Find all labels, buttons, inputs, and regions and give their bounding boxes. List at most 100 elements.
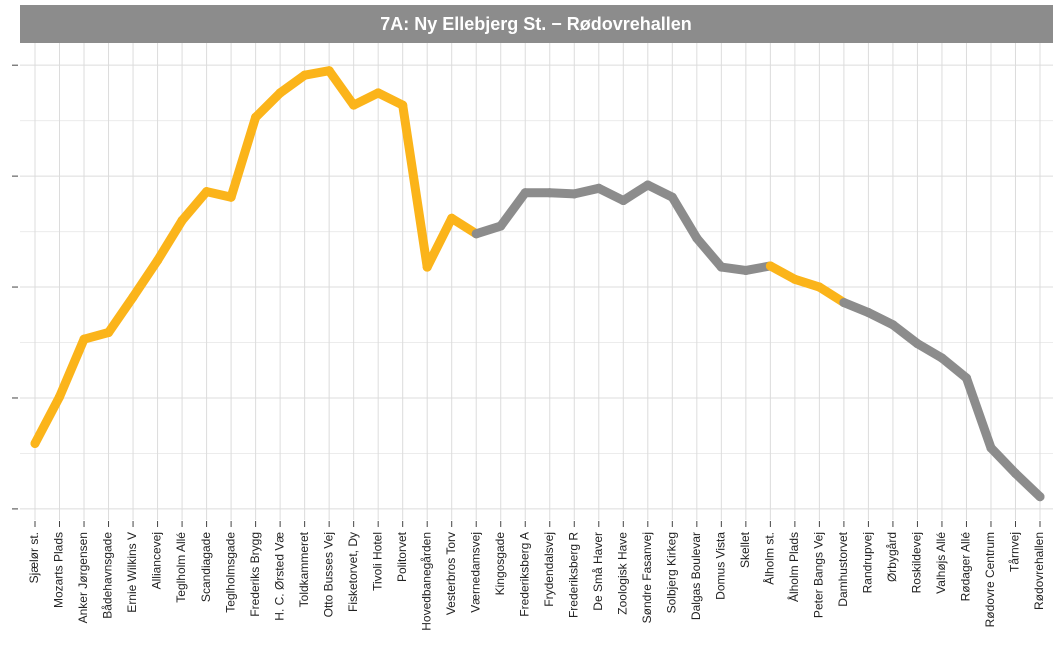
line-segment bbox=[496, 188, 530, 231]
x-tick-label: Roskildevej bbox=[910, 532, 924, 593]
point bbox=[912, 339, 922, 349]
point bbox=[324, 66, 334, 76]
x-tick-label: Mozarts Plads bbox=[52, 532, 66, 608]
point bbox=[128, 292, 138, 302]
x-tick-label: Domus Vista bbox=[714, 532, 728, 600]
point bbox=[1035, 492, 1045, 502]
x-tick-label: Peter Bangs Vej bbox=[812, 532, 826, 618]
x-tick-label: Scandiagade bbox=[199, 532, 213, 602]
point bbox=[569, 189, 579, 199]
x-tick-label: Anker Jørgensen bbox=[76, 532, 90, 623]
point bbox=[814, 282, 824, 292]
point bbox=[202, 187, 212, 197]
title-bar bbox=[20, 5, 1053, 43]
point bbox=[937, 353, 947, 363]
point bbox=[471, 229, 481, 239]
x-tick-label: Fisketorvet, Dy bbox=[346, 532, 360, 612]
x-tick-label: Solbjerg Kirkeg bbox=[664, 532, 678, 613]
x-tick-label: Dalgas Boulevar bbox=[689, 532, 703, 620]
point bbox=[153, 255, 163, 265]
line-segment bbox=[888, 320, 922, 349]
point bbox=[618, 196, 628, 206]
line-segment bbox=[398, 100, 432, 272]
line-segment bbox=[814, 282, 849, 308]
x-tick-label: De Små Haver bbox=[591, 532, 605, 611]
x-tick-label: Søndre Fasanvej bbox=[640, 532, 654, 623]
x-tick-label: Hovedbanegården bbox=[419, 532, 433, 631]
point bbox=[594, 183, 604, 193]
line-segment bbox=[275, 70, 310, 98]
x-tick-label: Randrupvej bbox=[861, 532, 875, 593]
point bbox=[961, 373, 971, 383]
point bbox=[349, 100, 359, 110]
point bbox=[863, 308, 873, 318]
point bbox=[104, 328, 114, 338]
line-segment bbox=[863, 308, 898, 330]
point bbox=[275, 88, 285, 98]
line-segment bbox=[937, 353, 971, 383]
line-segment bbox=[104, 292, 138, 338]
x-tick-label: Ålholm Plads bbox=[786, 532, 801, 602]
line-segment bbox=[128, 255, 163, 302]
point bbox=[447, 213, 457, 223]
point bbox=[790, 274, 800, 284]
point bbox=[692, 233, 702, 243]
line-segment bbox=[643, 180, 677, 202]
line-segment bbox=[594, 183, 628, 206]
point bbox=[888, 320, 898, 330]
line-segment bbox=[692, 233, 726, 272]
point bbox=[496, 221, 506, 231]
x-tick-label: Teglholm Allé bbox=[174, 532, 188, 603]
line-segment bbox=[765, 261, 800, 284]
line-segment bbox=[177, 187, 212, 225]
x-tick-label: Teglholmsgade bbox=[223, 532, 237, 613]
line-segment bbox=[912, 339, 947, 363]
x-tick-label: Rødager Allé bbox=[959, 532, 973, 602]
point bbox=[226, 192, 236, 202]
line-segment bbox=[961, 373, 996, 453]
point bbox=[422, 262, 432, 272]
line-segment bbox=[251, 88, 285, 122]
point bbox=[765, 261, 775, 271]
x-tick-label: Ålholm st. bbox=[762, 532, 777, 585]
x-tick-label: H. C. Ørsted Væ bbox=[272, 532, 286, 621]
x-tick-label: Tårnvej bbox=[1008, 532, 1022, 572]
x-tick-label: Frederiksberg R bbox=[566, 532, 580, 618]
chart-title: 7A: Ny Ellebjerg St. − Rødovrehallen bbox=[380, 14, 692, 34]
point bbox=[545, 188, 555, 198]
line-segment bbox=[153, 215, 187, 265]
point bbox=[55, 392, 65, 402]
x-tick-label: Frydendalsvej bbox=[542, 532, 556, 607]
line-segment bbox=[324, 66, 359, 110]
point bbox=[839, 298, 849, 308]
point bbox=[373, 88, 383, 98]
line-segment bbox=[226, 112, 261, 202]
x-tick-label: Sjælør st. bbox=[27, 532, 41, 583]
line-segment bbox=[986, 443, 1020, 478]
point bbox=[30, 438, 40, 448]
point bbox=[520, 188, 530, 198]
point bbox=[986, 443, 996, 453]
line-segment bbox=[667, 192, 702, 243]
point bbox=[667, 192, 677, 202]
x-tick-label: Bådehavnsgade bbox=[101, 532, 115, 619]
x-tick-label: Frederiksberg A bbox=[517, 532, 531, 617]
line-segment bbox=[55, 334, 89, 402]
x-tick-label: Zoologisk Have bbox=[615, 532, 629, 615]
x-tick-label: Ernie Wilkins V bbox=[125, 532, 139, 613]
line-segment bbox=[618, 180, 653, 206]
point bbox=[177, 215, 187, 225]
x-tick-label: Rødovrehallen bbox=[1032, 532, 1046, 610]
x-tick-label: Tivoli Hotel bbox=[370, 532, 384, 591]
x-tick-label: Valhøjs Allé bbox=[934, 532, 948, 594]
x-tick-label: Frederiks Brygg bbox=[248, 532, 262, 617]
line-segment bbox=[30, 392, 65, 448]
x-tick-label: Skellet bbox=[738, 531, 752, 568]
point bbox=[643, 180, 653, 190]
point bbox=[251, 112, 261, 122]
point bbox=[300, 70, 310, 80]
x-tick-label: Kingosgade bbox=[493, 532, 507, 596]
line-segment bbox=[447, 213, 481, 239]
point bbox=[716, 262, 726, 272]
